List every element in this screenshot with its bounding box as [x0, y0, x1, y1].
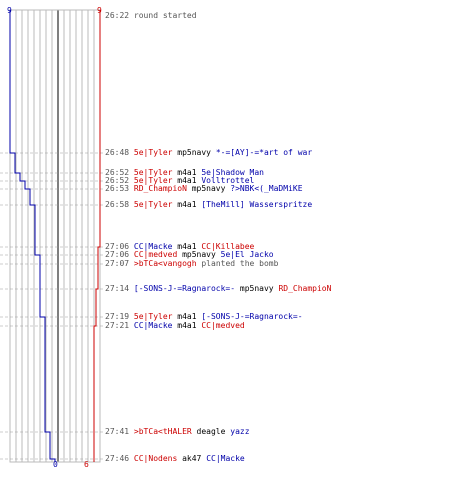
player-name: CC|Macke	[133, 242, 173, 251]
event-row: 26:52 5e|Tyler m4a1 Volltrottel	[105, 176, 254, 185]
event-row: 26:48 5e|Tyler mp5navy *-=[AY]-=*art of …	[105, 148, 312, 157]
event-time: 27:06	[105, 242, 130, 251]
event-time: 27:07	[105, 259, 130, 268]
player-name: [-SONS-J-=Ragnarock=-	[201, 312, 303, 321]
player-name: CC|medved	[133, 250, 178, 259]
event-time: 27:21	[105, 321, 130, 330]
event-weapon: m4a1	[172, 321, 202, 330]
player-name: 5e|Tyler	[133, 312, 173, 321]
event-time: 26:52	[105, 176, 130, 185]
event-row: 27:14 [-SONS-J-=Ragnarock=- mp5navy RD_C…	[105, 284, 331, 293]
player-name: CC|medved	[201, 321, 245, 330]
event-weapon: m4a1	[172, 312, 202, 321]
player-name: 5e|Tyler	[133, 200, 173, 209]
event-row: 27:21 CC|Macke m4a1 CC|medved	[105, 321, 245, 330]
alive-count-grid	[9, 9, 101, 463]
player-name: [-SONS-J-=Ragnarock=-	[133, 284, 236, 293]
event-time: 27:06	[105, 250, 130, 259]
event-row: 27:06 CC|Macke m4a1 CC|Killabee	[105, 242, 254, 251]
event-message: planted the bomb	[196, 259, 279, 268]
event-row: 27:41 >bTCa<tHALER deagle yazz	[105, 427, 250, 436]
event-weapon: m4a1	[172, 168, 202, 177]
player-name: 5e|Tyler	[133, 176, 173, 185]
player-name: yazz	[230, 427, 250, 436]
event-row: 26:22 round started	[105, 11, 197, 20]
event-row: 27:19 5e|Tyler m4a1 [-SONS-J-=Ragnarock=…	[105, 312, 303, 321]
player-name: >bTCa<tHALER	[133, 427, 192, 436]
blue-end-score: 0	[53, 460, 58, 469]
event-row: 27:07 >bTCa<vangogh planted the bomb	[105, 259, 278, 268]
player-name: 5e|El Jacko	[220, 250, 274, 259]
event-time: 26:58	[105, 200, 130, 209]
player-name: CC|Macke	[133, 321, 173, 330]
event-time: 27:46	[105, 454, 130, 463]
event-weapon: m4a1	[172, 200, 202, 209]
player-name: CC|Killabee	[201, 242, 255, 251]
round-timeline: 9 9 0 6	[0, 6, 103, 469]
red-team-alive-line	[93, 10, 101, 462]
player-name: 5e|Tyler	[133, 148, 173, 157]
player-name: CC|Nodens	[133, 454, 178, 463]
red-start-score: 9	[97, 6, 102, 15]
red-end-score: 6	[84, 460, 89, 469]
player-name: RD_ChampioN	[278, 284, 332, 293]
event-time: 26:48	[105, 148, 130, 157]
event-weapon: ak47	[177, 454, 207, 463]
event-weapon: m4a1	[172, 176, 202, 185]
event-dash-lines	[0, 152, 103, 460]
player-name: >bTCa<vangogh	[133, 259, 197, 268]
event-time: 27:14	[105, 284, 130, 293]
event-weapon: m4a1	[172, 242, 202, 251]
blue-start-score: 9	[7, 6, 12, 15]
player-name: RD_ChampioN	[133, 184, 187, 193]
event-time: 27:19	[105, 312, 130, 321]
event-weapon: mp5navy	[186, 184, 231, 193]
event-row: 26:58 5e|Tyler m4a1 [TheMill] Wasserspri…	[105, 200, 312, 209]
event-row: 26:52 5e|Tyler m4a1 5e|Shadow Man	[105, 168, 264, 177]
event-time: 27:41	[105, 427, 130, 436]
event-weapon: mp5navy	[235, 284, 279, 293]
event-row: 26:53 RD_ChampioN mp5navy ?>NBK<(_MaDMiK…	[105, 184, 303, 193]
player-name: ?>NBK<(_MaDMiKE	[230, 184, 303, 193]
event-message: round started	[133, 11, 197, 20]
event-time: 26:52	[105, 168, 130, 177]
event-time: 26:53	[105, 184, 130, 193]
event-row: 27:46 CC|Nodens ak47 CC|Macke	[105, 454, 245, 463]
event-weapon: deagle	[191, 427, 231, 436]
player-name: Volltrottel	[201, 176, 255, 185]
player-name: 5e|Shadow Man	[201, 168, 264, 177]
blue-team-alive-line	[9, 10, 56, 462]
grid-frame	[9, 9, 101, 463]
event-time: 26:22	[105, 11, 130, 20]
player-name: 5e|Tyler	[133, 168, 173, 177]
event-row: 27:06 CC|medved mp5navy 5e|El Jacko	[105, 250, 274, 259]
player-name: [TheMill] Wasserspritze	[201, 200, 313, 209]
event-weapon: mp5navy	[172, 148, 216, 157]
event-weapon: mp5navy	[177, 250, 221, 259]
player-name: CC|Macke	[206, 454, 245, 463]
player-name: *-=[AY]-=*art of war	[215, 148, 313, 157]
